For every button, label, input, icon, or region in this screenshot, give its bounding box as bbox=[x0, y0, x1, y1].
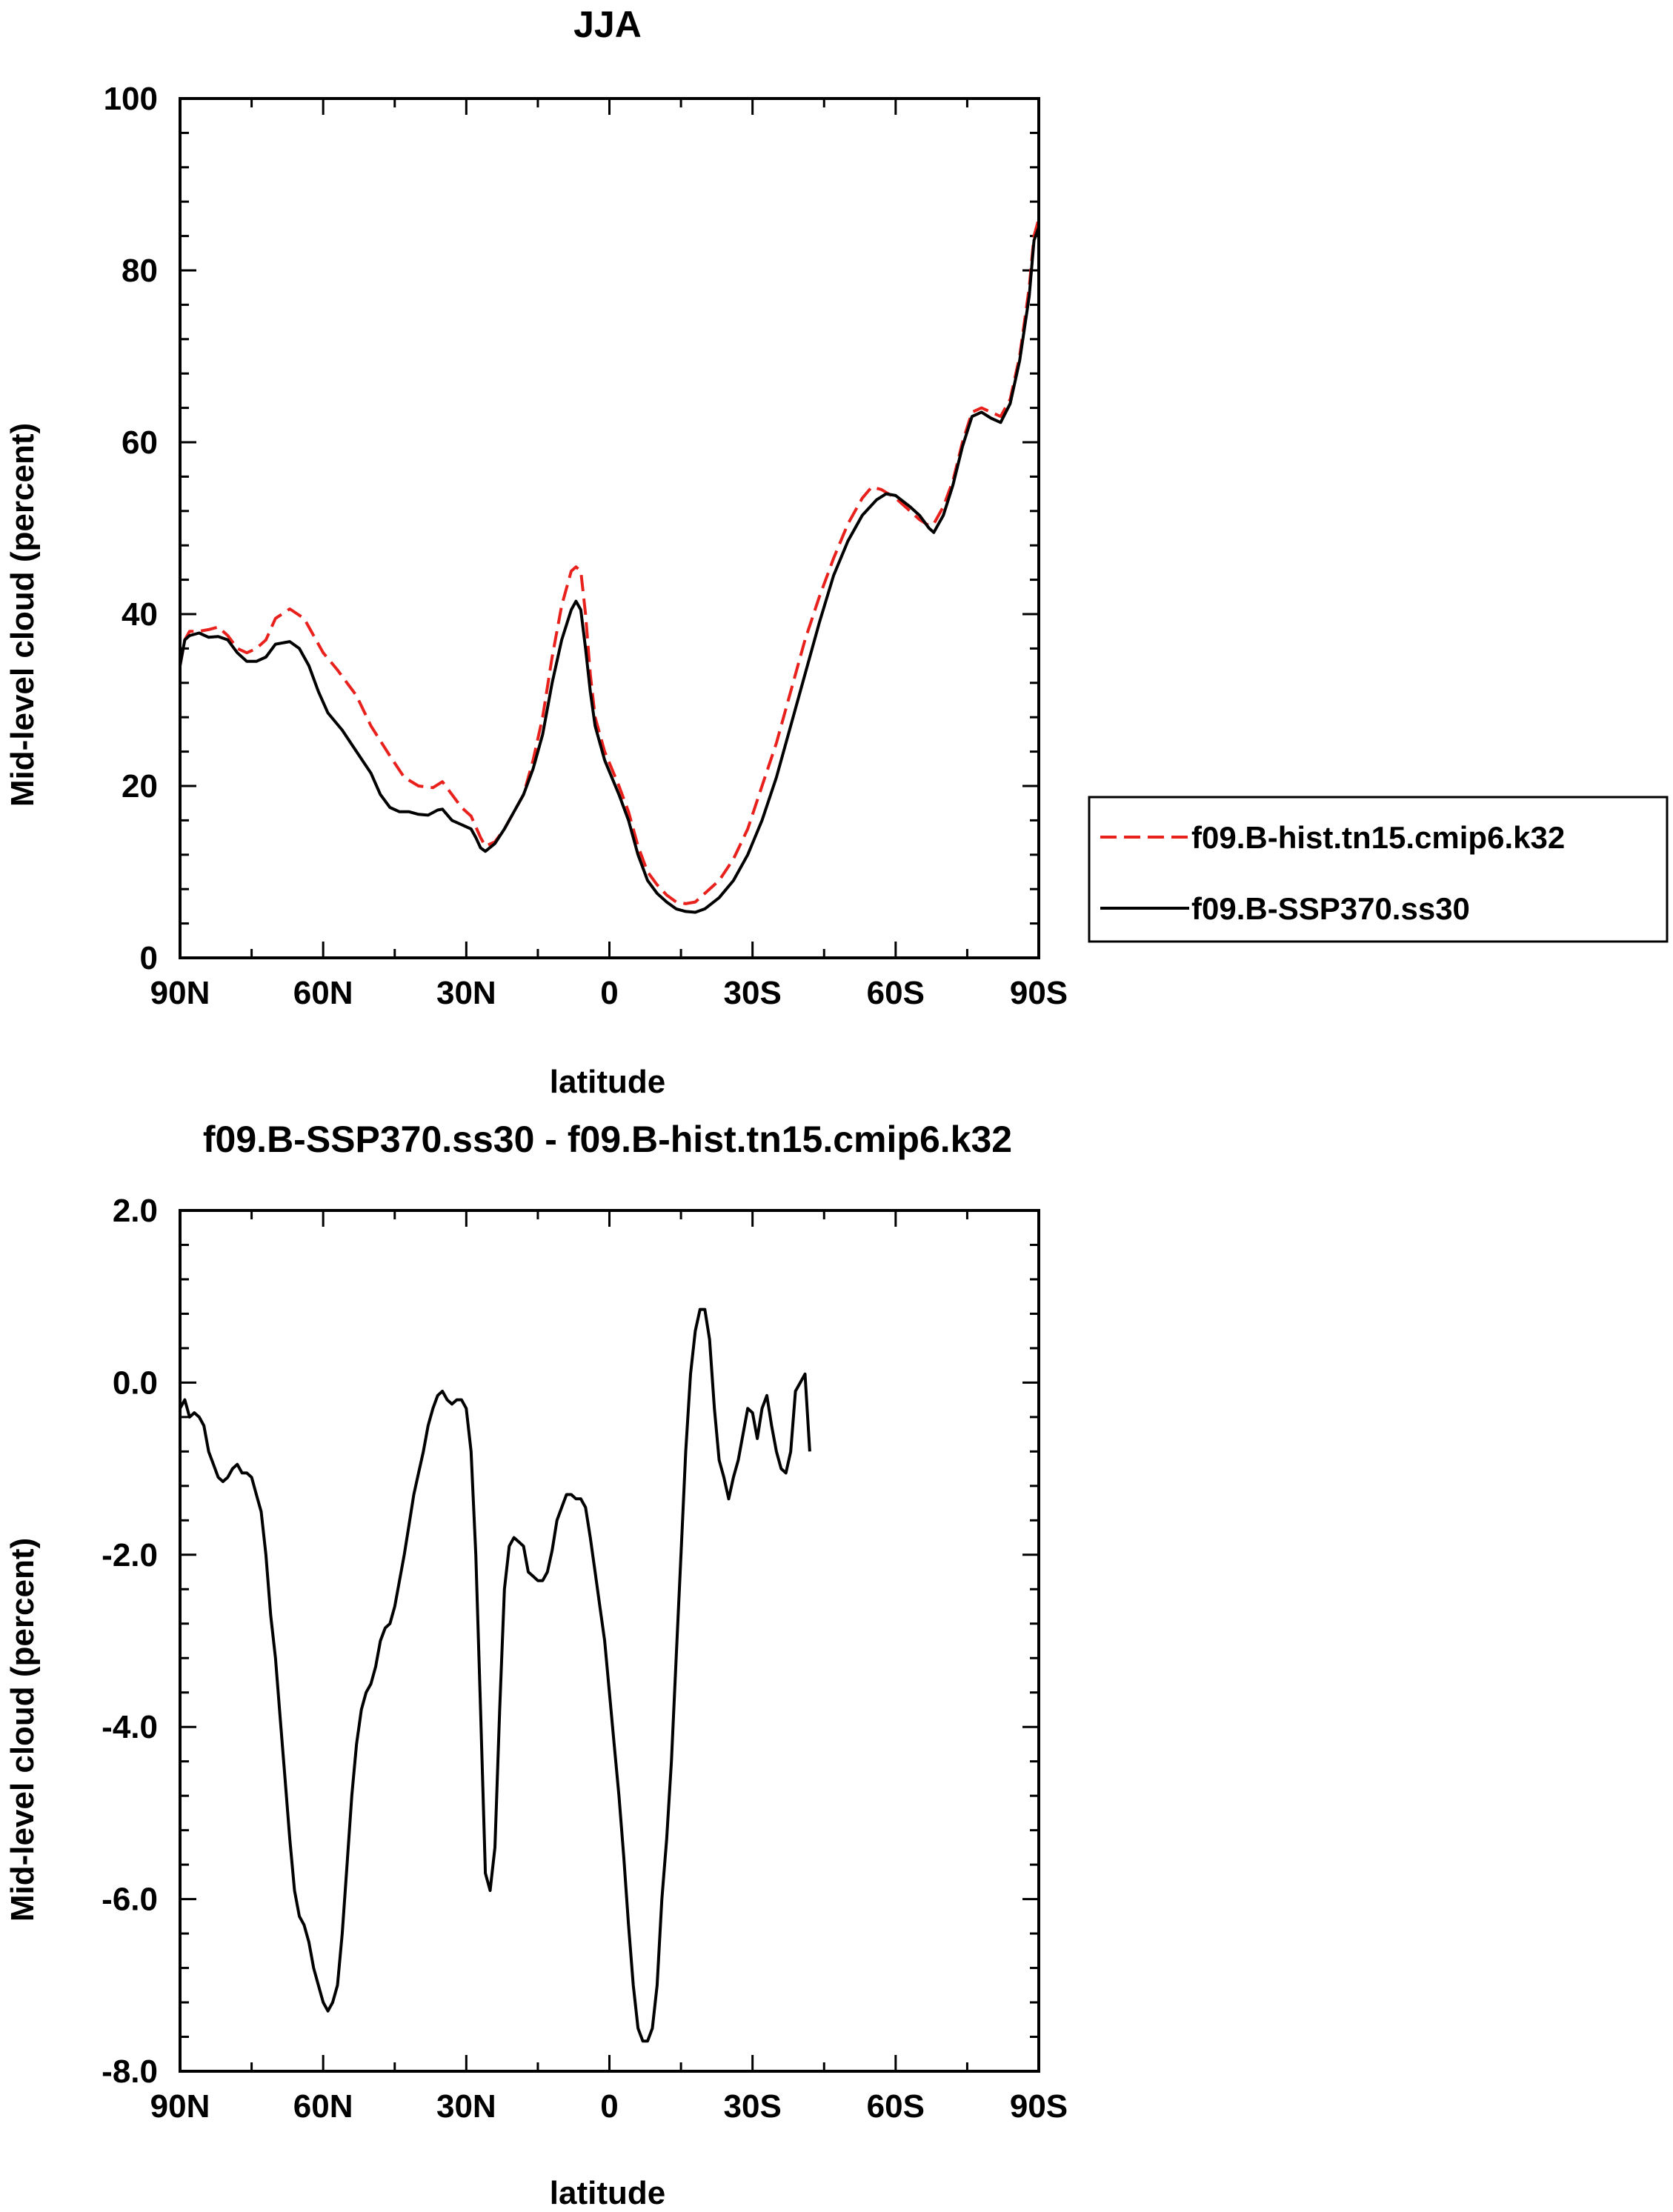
top-plot-ylabel: Mid-level cloud (percent) bbox=[4, 423, 41, 807]
bottom-plot-frame bbox=[179, 1209, 1040, 2073]
top-xtick-label: 90S bbox=[1010, 975, 1068, 1011]
top-xtick-label: 30S bbox=[724, 975, 782, 1011]
bottom-ytick-label: -8.0 bbox=[102, 2053, 158, 2090]
bottom-plot-title: f09.B-SSP370.ss30 - f09.B-hist.tn15.cmip… bbox=[203, 1119, 1012, 1160]
bottom-xtick-label: 30S bbox=[724, 2088, 782, 2125]
top-xtick-label: 0 bbox=[600, 975, 618, 1011]
bottom-xtick-label: 90S bbox=[1010, 2088, 1068, 2125]
top-ytick-label: 20 bbox=[122, 768, 158, 804]
bottom-xtick-label: 30N bbox=[436, 2088, 496, 2125]
top-xtick-label: 30N bbox=[436, 975, 496, 1011]
bottom-xtick-label: 90N bbox=[150, 2088, 210, 2125]
top-plot-title: JJA bbox=[573, 4, 642, 45]
bottom-ytick-label: -4.0 bbox=[102, 1709, 158, 1745]
bottom-plot: f09.B-SSP370.ss30 - f09.B-hist.tn15.cmip… bbox=[4, 1119, 1068, 2211]
top-plot-frame bbox=[179, 97, 1040, 959]
top-series-line-1 bbox=[179, 227, 1040, 914]
top-plot: JJA latitude Mid-level cloud (percent) 9… bbox=[4, 4, 1068, 1100]
legend: f09.B-hist.tn15.cmip6.k32 f09.B-SSP370.s… bbox=[1088, 796, 1669, 943]
bottom-xtick-label: 0 bbox=[600, 2088, 618, 2125]
bottom-plot-ylabel: Mid-level cloud (percent) bbox=[4, 1538, 41, 1922]
bottom-series-line-0 bbox=[179, 1307, 811, 2043]
bottom-xtick-label: 60S bbox=[867, 2088, 925, 2125]
top-ytick-label: 0 bbox=[140, 940, 158, 976]
top-xtick-label: 60N bbox=[293, 975, 353, 1011]
bottom-xtick-label: 60N bbox=[293, 2088, 353, 2125]
top-ytick-label: 40 bbox=[122, 596, 158, 633]
top-plot-xlabel: latitude bbox=[550, 1064, 665, 1100]
bottom-ytick-label: 2.0 bbox=[113, 1193, 158, 1229]
top-ytick-label: 80 bbox=[122, 253, 158, 289]
top-series-line-0 bbox=[179, 218, 1040, 905]
top-xtick-label: 90N bbox=[150, 975, 210, 1011]
legend-label-ssp370: f09.B-SSP370.ss30 bbox=[1191, 891, 1470, 926]
top-ytick-label: 60 bbox=[122, 424, 158, 461]
top-xtick-label: 60S bbox=[867, 975, 925, 1011]
legend-box bbox=[1088, 796, 1669, 943]
top-ytick-label: 100 bbox=[104, 81, 158, 117]
bottom-ytick-label: -2.0 bbox=[102, 1537, 158, 1573]
bottom-ytick-label: 0.0 bbox=[113, 1365, 158, 1401]
bottom-ytick-label: -6.0 bbox=[102, 1882, 158, 1918]
legend-label-hist: f09.B-hist.tn15.cmip6.k32 bbox=[1191, 820, 1565, 855]
bottom-plot-xlabel: latitude bbox=[550, 2175, 665, 2211]
